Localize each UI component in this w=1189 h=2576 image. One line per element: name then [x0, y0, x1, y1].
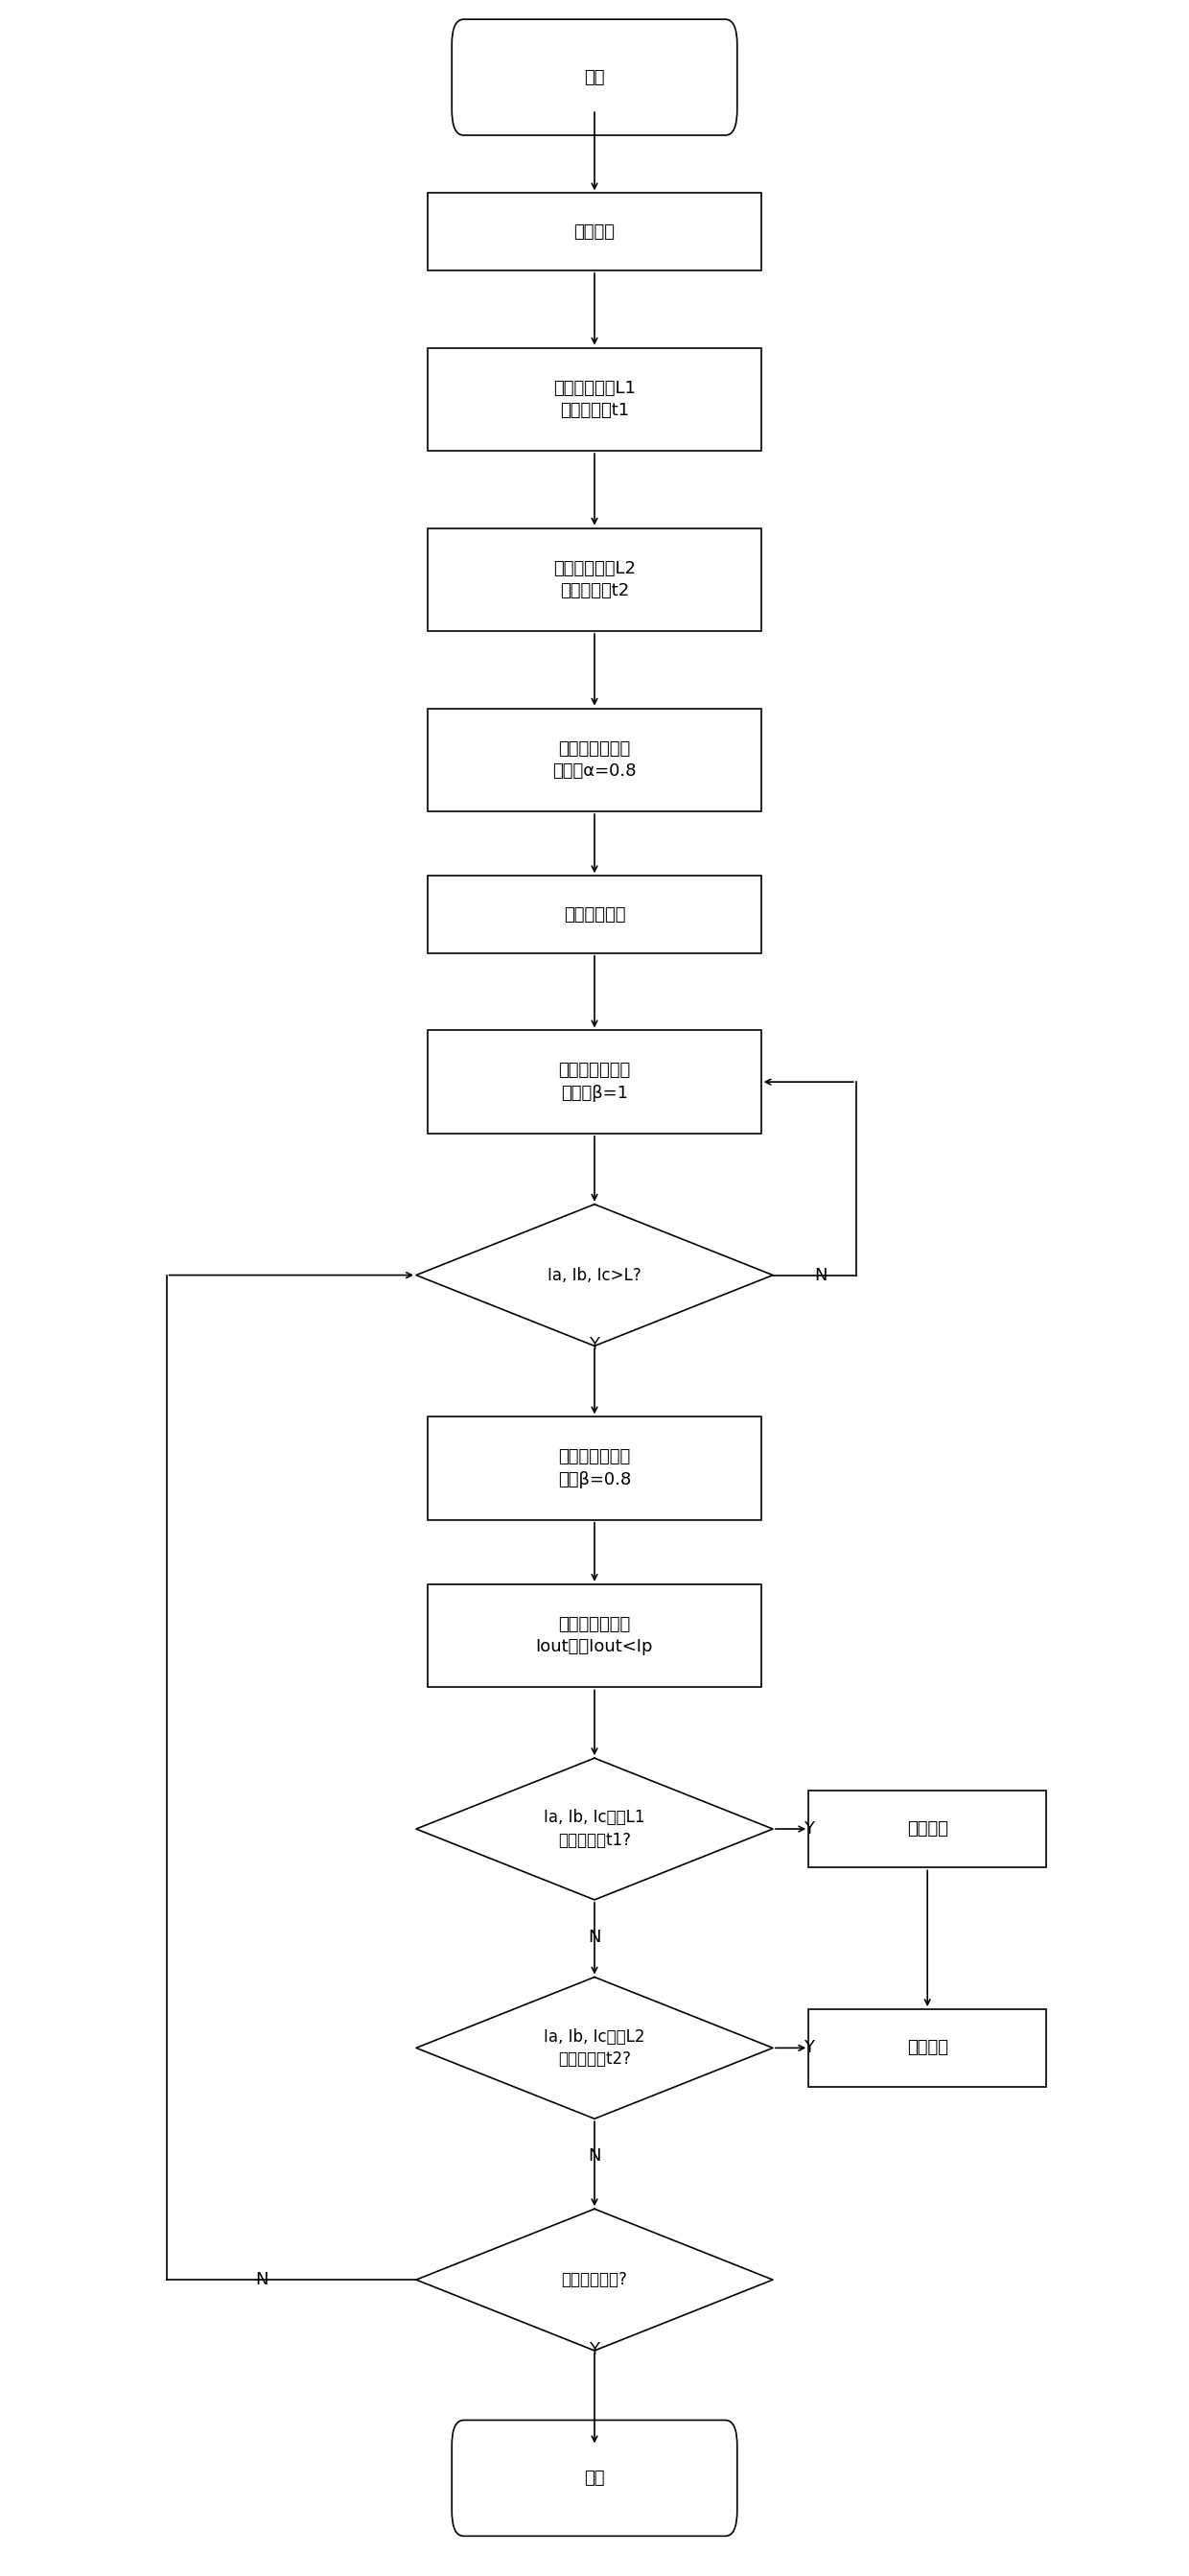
Text: Y: Y [804, 1821, 813, 1837]
Bar [428, 193, 761, 270]
Bar [428, 1584, 761, 1687]
Polygon shape [416, 1757, 773, 1901]
Polygon shape [416, 2208, 773, 2349]
Text: 设置电流保护限
值系数β=1: 设置电流保护限 值系数β=1 [559, 1061, 630, 1103]
Text: Ia, Ib, Ic大于L1
的时间超过t1?: Ia, Ib, Ic大于L1 的时间超过t1? [543, 1808, 646, 1850]
Text: 报警过流: 报警过流 [907, 1821, 948, 1837]
Text: N: N [814, 1267, 826, 1283]
Text: Y: Y [804, 2040, 813, 2056]
Text: N: N [589, 2148, 600, 2164]
Text: 结束: 结束 [584, 2470, 605, 2486]
Text: 限制电流环输出
Iout，使Iout<Ip: 限制电流环输出 Iout，使Iout<Ip [536, 1615, 653, 1656]
Bar [428, 1417, 761, 1520]
Text: N: N [256, 2272, 268, 2287]
Text: Y: Y [590, 2342, 599, 2357]
Polygon shape [416, 1206, 773, 1345]
Bar [428, 348, 761, 451]
Text: 设置过载限值L2
及检测时间t2: 设置过载限值L2 及检测时间t2 [553, 559, 636, 600]
Text: 电机启动运行: 电机启动运行 [564, 907, 625, 922]
Text: 设置过流限值L1
及检测时间t1: 设置过流限值L1 及检测时间t1 [553, 379, 636, 420]
FancyBboxPatch shape [452, 18, 737, 134]
FancyBboxPatch shape [452, 2421, 737, 2535]
Text: 开始: 开始 [584, 70, 605, 85]
Bar [809, 1790, 1046, 1868]
Text: N: N [589, 1929, 600, 1945]
Text: Y: Y [590, 1337, 599, 1352]
Text: 设置电流保护阀
值系数α=0.8: 设置电流保护阀 值系数α=0.8 [553, 739, 636, 781]
Bar [428, 528, 761, 631]
Text: 电机停止运行?: 电机停止运行? [561, 2272, 628, 2287]
Bar [428, 876, 761, 953]
Text: 设置电流环输出
阈值β=0.8: 设置电流环输出 阈值β=0.8 [558, 1448, 631, 1489]
Text: 系统上电: 系统上电 [574, 224, 615, 240]
Text: 报警过载: 报警过载 [907, 2040, 948, 2056]
Text: Ia, Ib, Ic大于L2
的时间超过t2?: Ia, Ib, Ic大于L2 的时间超过t2? [543, 2027, 646, 2069]
Text: Ia, Ib, Ic>L?: Ia, Ib, Ic>L? [548, 1267, 641, 1283]
Bar [428, 1030, 761, 1133]
Bar [809, 2009, 1046, 2087]
Polygon shape [416, 1978, 773, 2117]
Bar [428, 708, 761, 811]
